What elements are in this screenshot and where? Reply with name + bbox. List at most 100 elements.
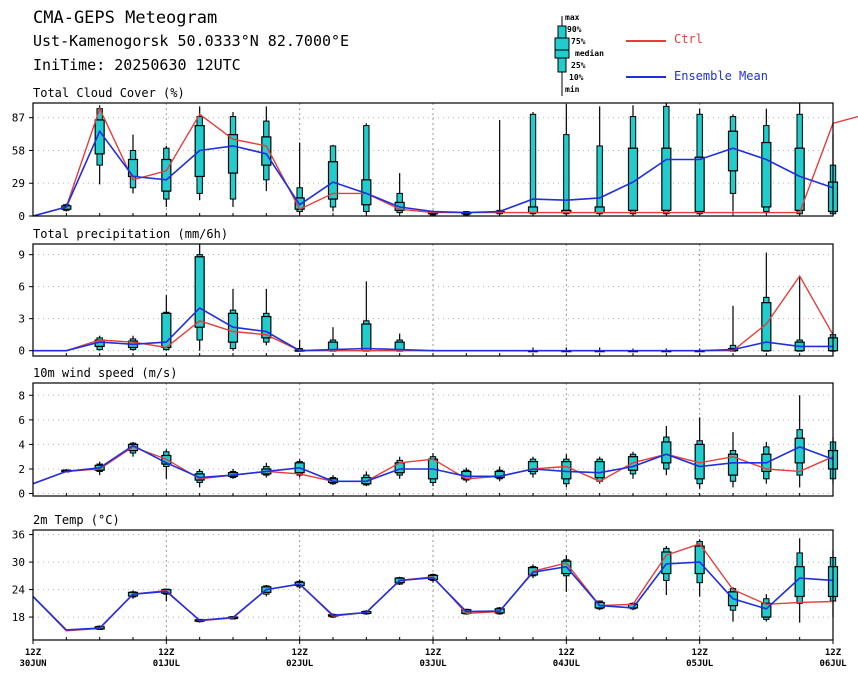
legend-box-glyph (554, 16, 570, 96)
box-upper-tail (796, 113, 803, 149)
box-iqr (727, 453, 739, 476)
x-tick-label-date: 02JUL (286, 659, 314, 669)
y-tick-label: 6 (18, 281, 25, 294)
y-tick-label: 24 (12, 584, 26, 597)
panel-title: Total precipitation (mm/6h) (33, 227, 228, 241)
panel-0: Total Cloud Cover (%) 0 29 58 87 (12, 86, 858, 223)
ctrl-line (32, 542, 834, 632)
panel-1: Total precipitation (mm/6h) 0 3 6 9 (18, 227, 839, 358)
x-tick-label-date: 01JUL (153, 659, 181, 669)
box-upper-tail (796, 552, 803, 568)
box-lower-tail (729, 474, 737, 482)
box-iqr (527, 206, 539, 214)
panel-frame (32, 382, 834, 497)
x-tick-label-time: 12Z (425, 648, 442, 658)
legend-90-label: 90% (567, 25, 582, 34)
panel-title: Total Cloud Cover (%) (33, 86, 185, 100)
box-iqr (761, 302, 772, 352)
y-tick-label: 30 (12, 556, 25, 569)
box-iqr (561, 461, 572, 480)
box-lower-tail (196, 326, 203, 341)
legend-ctrl-label: Ctrl (674, 32, 703, 46)
box-upper-tail (129, 149, 137, 161)
legend-min-label: min (565, 85, 580, 94)
chart-title: CMA-GEPS Meteogram (33, 8, 218, 28)
box-iqr (527, 461, 539, 473)
box-iqr (761, 602, 772, 618)
mean-line (32, 561, 834, 631)
y-tick-label: 9 (18, 249, 25, 262)
box-lower-tail (96, 153, 103, 166)
box-lower-tail (696, 573, 703, 584)
panel-title: 10m wind speed (m/s) (33, 366, 178, 380)
x-tick-label-date: 30JUN (19, 659, 46, 669)
location-label: Ust-Kamenogorsk 50.0333°N 82.7000°E (33, 32, 350, 50)
panel-2: 10m wind speed (m/s) 0 2 4 6 8 (18, 366, 839, 501)
box-upper-tail (796, 429, 803, 439)
box-upper-tail (229, 116, 237, 136)
box-upper-tail (529, 113, 537, 208)
y-tick-label: 58 (12, 144, 25, 157)
box-upper-tail (563, 134, 570, 211)
mean-line (32, 444, 834, 485)
meteogram-header: CMA-GEPS Meteogram Ust-Kamenogorsk 50.03… (0, 0, 858, 96)
box-lower-tail (729, 170, 737, 194)
box-upper-tail (729, 116, 737, 132)
x-tick-label-time: 12Z (558, 648, 575, 658)
box-iqr (594, 461, 605, 479)
box-iqr (261, 315, 272, 339)
legend-mean-swatch (626, 76, 666, 78)
box-upper-tail (296, 187, 303, 199)
box-lower-tail (696, 478, 703, 485)
init-time-label: IniTime: 20250630 12UTC (33, 56, 241, 74)
legend-10-label: 10% (569, 73, 584, 82)
legend-mean-label: Ensemble Mean (674, 69, 768, 83)
box-lower-tail (363, 204, 370, 212)
x-tick-label-time: 12Z (292, 648, 309, 658)
x-tick-label-date: 03JUL (419, 659, 447, 669)
x-tick-label-date: 05JUL (686, 659, 714, 669)
box-iqr (361, 323, 372, 352)
box-upper-tail (629, 116, 637, 149)
y-tick-label: 29 (12, 177, 25, 190)
box-iqr (261, 136, 272, 166)
y-tick-label: 18 (12, 611, 25, 624)
box-lower-tail (129, 175, 137, 189)
box-upper-tail (163, 147, 170, 160)
box-iqr (761, 141, 772, 208)
panel-title: 2m Temp (°C) (33, 513, 120, 527)
y-tick-label: 8 (18, 389, 25, 402)
legend: max 90% 75% median 25% 10% min Ctrl Ense… (540, 8, 840, 96)
box-iqr (794, 437, 805, 464)
y-tick-label: 4 (18, 438, 25, 451)
box-lower-tail (796, 462, 803, 476)
box-lower-tail (263, 164, 270, 181)
legend-max-label: max (565, 13, 580, 22)
panel-frame (32, 243, 834, 357)
y-tick-label: 36 (12, 529, 25, 542)
box-lower-tail (663, 573, 670, 581)
box-iqr (727, 130, 739, 172)
x-tick-label-time: 12Z (25, 648, 42, 658)
box-lower-tail (663, 462, 670, 470)
box-lower-tail (163, 190, 170, 200)
box-lower-tail (263, 337, 270, 343)
x-tick-label-date: 06JUL (819, 659, 847, 669)
box-upper-tail (763, 296, 770, 304)
legend-75-label: 75% (571, 37, 586, 46)
box-iqr (227, 134, 239, 174)
box-upper-tail (396, 192, 403, 203)
x-tick-label-time: 12Z (825, 648, 842, 658)
x-tick-label-date: 04JUL (553, 659, 581, 669)
legend-median-label: median (575, 49, 604, 58)
box-upper-tail (696, 113, 703, 158)
box-lower-tail (196, 175, 203, 194)
box-upper-tail (763, 446, 770, 455)
box-upper-tail (663, 105, 670, 149)
box-iqr (194, 256, 205, 328)
box-lower-tail (729, 605, 737, 611)
y-tick-label: 6 (18, 414, 25, 427)
box-lower-tail (763, 470, 770, 480)
ctrl-line (32, 446, 834, 485)
